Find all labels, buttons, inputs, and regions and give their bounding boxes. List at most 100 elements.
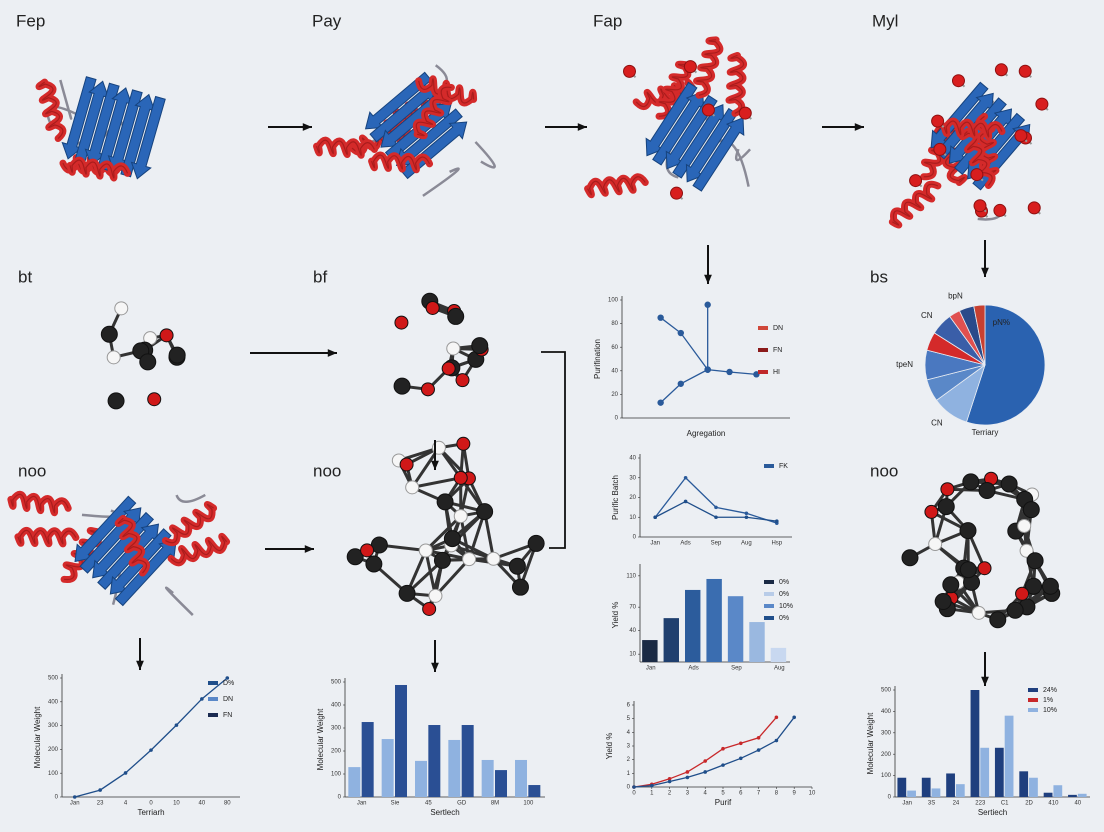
- point: [739, 741, 743, 746]
- bar: [1029, 777, 1038, 797]
- bar: [931, 788, 941, 797]
- bar: [685, 589, 701, 662]
- arrow-head: [302, 123, 312, 131]
- beta-strand: [692, 117, 745, 192]
- bar: [1043, 792, 1053, 797]
- atom: [901, 549, 919, 567]
- point: [677, 329, 684, 337]
- arrow-head: [304, 545, 314, 553]
- legend-swatch: [764, 580, 774, 584]
- legend-swatch: [1028, 688, 1038, 692]
- atom: [928, 537, 943, 552]
- bar: [994, 747, 1004, 797]
- point: [685, 775, 690, 780]
- atom: [100, 325, 118, 343]
- y-tick-label: 4: [627, 730, 631, 736]
- point: [677, 380, 684, 387]
- point: [685, 770, 690, 774]
- pie-label: CN: [931, 418, 943, 427]
- point: [721, 746, 725, 751]
- panel-label: bs: [870, 267, 888, 286]
- point: [721, 763, 725, 767]
- y-tick-label: 500: [48, 676, 59, 682]
- y-tick-label: 10: [629, 652, 636, 658]
- atom: [398, 584, 416, 602]
- bar: [348, 767, 361, 797]
- y-axis-label: Purific Batch: [611, 475, 620, 520]
- atom: [399, 457, 414, 472]
- bar: [955, 784, 965, 797]
- atom: [360, 543, 375, 558]
- x-tick-label: GD: [457, 801, 467, 807]
- point: [744, 511, 749, 516]
- atom: [422, 601, 437, 616]
- bar: [381, 739, 394, 797]
- helix-shade: [38, 81, 64, 139]
- x-tick-label: 8M: [491, 801, 499, 807]
- atom: [365, 555, 383, 573]
- atom: [471, 337, 489, 355]
- y-tick-label: 0: [615, 416, 619, 422]
- y-tick-label: 20: [629, 495, 636, 501]
- x-tick-label: Jan: [70, 801, 80, 807]
- x-tick-label: Sep: [731, 666, 742, 672]
- helix-shade: [165, 503, 214, 544]
- y-tick-label: 100: [48, 771, 59, 777]
- point: [726, 368, 733, 376]
- legend-swatch: [1028, 708, 1038, 712]
- helix-shade: [371, 154, 431, 171]
- atom-ball: [683, 60, 697, 74]
- y-tick-label: 500: [331, 680, 342, 686]
- y-axis-label: Molecular Weight: [316, 708, 325, 770]
- atom-ball: [909, 174, 923, 188]
- bar: [528, 785, 541, 797]
- atom: [508, 557, 526, 575]
- helix-shade: [17, 529, 77, 545]
- x-tick-label: 2: [668, 791, 672, 797]
- point: [703, 759, 707, 763]
- point: [703, 770, 707, 774]
- legend-label: 0%: [779, 615, 789, 622]
- x-tick-label: C1: [1001, 801, 1009, 807]
- x-tick-label: Aug: [774, 666, 785, 672]
- atom: [106, 350, 121, 365]
- bar: [448, 739, 461, 797]
- bar: [495, 770, 507, 797]
- bar: [663, 618, 679, 662]
- bracket: [541, 351, 566, 549]
- bar: [1053, 785, 1063, 797]
- arrow-head: [704, 274, 712, 284]
- loop: [422, 167, 460, 197]
- helix-shade: [315, 139, 375, 156]
- atom: [346, 548, 364, 566]
- panel-label: noo: [870, 461, 898, 480]
- x-tick-label: 6: [739, 791, 743, 797]
- point: [774, 738, 779, 743]
- atom: [1022, 501, 1040, 519]
- bar: [395, 684, 407, 797]
- atom: [418, 543, 433, 558]
- y-tick-label: 20: [611, 392, 618, 398]
- helix-shade: [117, 517, 148, 574]
- atom: [940, 482, 955, 497]
- point: [739, 756, 743, 761]
- helix-shade: [892, 183, 939, 226]
- y-tick-label: 300: [331, 726, 342, 732]
- panel-label: Myl: [872, 11, 898, 30]
- atom: [443, 530, 461, 548]
- panel-label: Pay: [312, 11, 342, 30]
- legend-swatch: [208, 713, 218, 717]
- point: [704, 301, 711, 308]
- atom: [977, 561, 992, 576]
- point: [714, 515, 718, 520]
- atom-ball: [670, 186, 684, 200]
- point: [632, 785, 636, 789]
- atom-ball: [1027, 201, 1041, 215]
- y-tick-label: 0: [633, 535, 637, 541]
- point: [653, 515, 657, 520]
- bar: [361, 722, 374, 797]
- point: [225, 676, 230, 680]
- y-tick-label: 400: [48, 699, 59, 705]
- legend-label: 0%: [779, 591, 789, 598]
- y-tick-label: 500: [881, 688, 892, 694]
